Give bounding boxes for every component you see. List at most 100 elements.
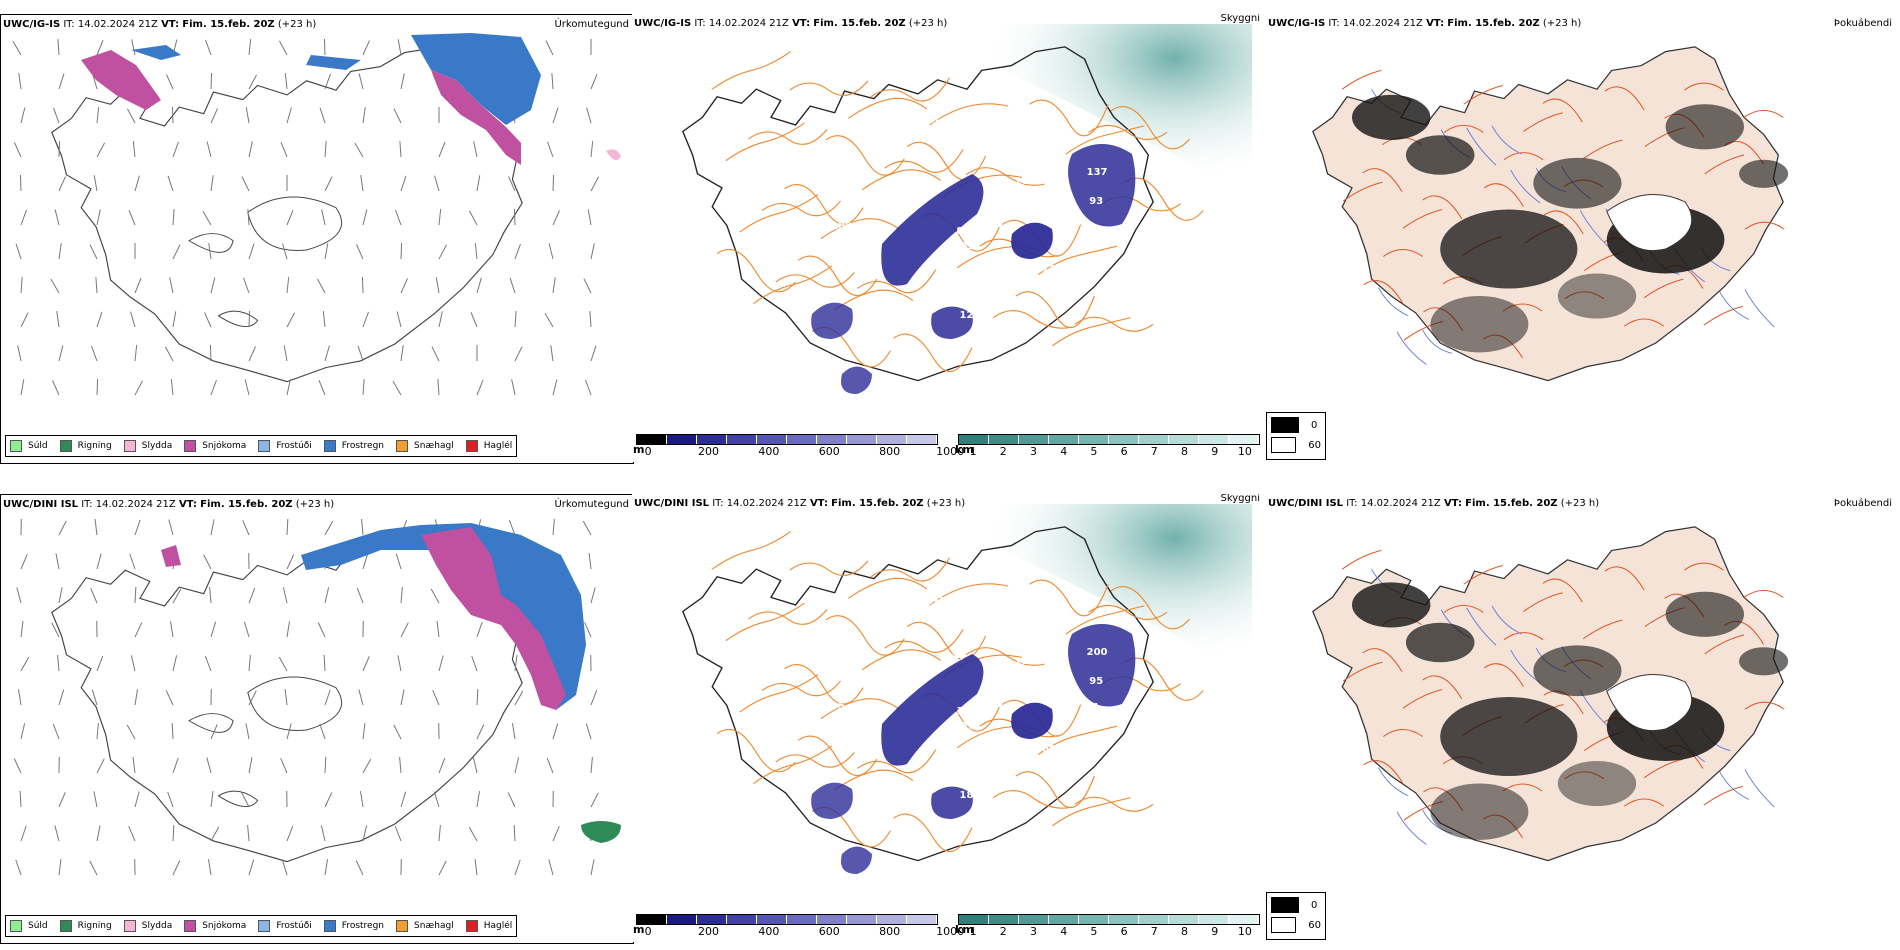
- wind-barb: [318, 379, 326, 396]
- field-label: Þokuábendi: [1833, 498, 1892, 509]
- wind-barb: [12, 40, 22, 56]
- init-time: IT: 14.02.2024 21Z: [81, 499, 176, 510]
- river: [1491, 125, 1522, 155]
- cloud-base-value: 127: [1020, 190, 1042, 202]
- wind-barb: [96, 107, 100, 124]
- wind-barb: [435, 277, 440, 294]
- road: [761, 680, 842, 697]
- colorbar-boxes: [636, 914, 938, 925]
- river: [1491, 605, 1522, 635]
- road: [906, 621, 987, 661]
- road: [753, 265, 833, 304]
- cloud-map-row2: [681, 504, 1252, 874]
- lead-time: (+23 h): [1560, 498, 1600, 509]
- wind-barb: [476, 379, 484, 396]
- road: [929, 583, 1009, 606]
- wind-barb: [210, 826, 220, 842]
- wind-barb: [317, 278, 326, 294]
- wind-barb: [317, 622, 326, 638]
- river: [1466, 607, 1497, 646]
- wind-barb: [584, 622, 592, 638]
- wind-barb: [324, 243, 329, 260]
- cloud-base-value: 95: [973, 113, 988, 125]
- wind-barb: [20, 656, 30, 672]
- cloud-base-value: 158: [997, 162, 1019, 174]
- road: [1342, 661, 1383, 682]
- legend-item: Slydda: [123, 920, 172, 932]
- cloud-base-value: 118: [1013, 745, 1035, 757]
- precip-panel-row2: UWC/DINI ISL IT: 14.02.2024 21Z VT: Fim.…: [0, 494, 634, 944]
- colorbar-swatch: [667, 915, 697, 924]
- coastline: [681, 46, 1154, 382]
- wind-barb: [590, 141, 594, 158]
- cloud-base-value: 114: [1013, 265, 1035, 277]
- fog-legend-label: 60: [1308, 439, 1321, 451]
- wind-barb: [321, 209, 326, 226]
- precip-type-legend: Súld Rigning Slydda Snjókoma Frostúði Frostre…: [5, 915, 518, 937]
- wind-barb: [286, 107, 292, 124]
- wind-barb: [248, 587, 256, 604]
- road: [789, 80, 869, 96]
- model-name: UWC/IG-IS: [3, 19, 61, 30]
- valid-time: Fim. 15.feb. 20Z: [1447, 18, 1540, 29]
- wind-barb: [131, 39, 136, 56]
- road: [834, 289, 914, 311]
- low-cloud-area: [811, 302, 853, 339]
- wind-barb: [322, 311, 326, 328]
- panel-title: UWC/IG-IS IT: 14.02.2024 21Z VT: Fim. 15…: [634, 18, 947, 29]
- lead-time: (+23 h): [1542, 18, 1582, 29]
- wind-barb: [324, 756, 327, 774]
- road: [1029, 579, 1109, 617]
- wind-barb: [509, 277, 516, 294]
- cloud-base-value: 137: [944, 651, 966, 663]
- legend-swatch: [184, 440, 197, 452]
- cloud-base-value: 20: [1104, 285, 1119, 297]
- wind-barb: [590, 345, 597, 362]
- wind-barb: [586, 107, 592, 124]
- colorbar-swatch: [1019, 915, 1049, 924]
- wind-barb: [169, 277, 174, 294]
- fog-legend-swatch: [1271, 917, 1297, 933]
- cloud-base-value: 209: [1020, 670, 1042, 682]
- road: [884, 629, 964, 653]
- wind-barb: [204, 655, 212, 672]
- wind-barb: [397, 39, 402, 56]
- wind-barb: [468, 826, 478, 842]
- wind-barb: [278, 656, 288, 672]
- road: [1074, 796, 1154, 812]
- wind-barb: [170, 379, 174, 396]
- wind-barb: [56, 311, 60, 328]
- wind-barb: [172, 141, 179, 158]
- wind-barb: [132, 757, 136, 774]
- cloud-base-value: 101: [1141, 255, 1163, 267]
- road: [906, 141, 987, 181]
- wind-barb: [547, 141, 554, 158]
- wind-barb: [393, 724, 402, 740]
- wind-barb: [127, 108, 136, 124]
- road: [1124, 177, 1204, 221]
- wind-barb: [438, 311, 443, 328]
- cloud-base-value: 89: [956, 225, 971, 237]
- wind-barb: [134, 175, 140, 192]
- fog-indicator-area: [1557, 760, 1637, 807]
- road: [1542, 98, 1583, 123]
- cloud-map-row1: [681, 24, 1252, 394]
- wind-barb: [514, 859, 521, 876]
- colorbar-tick: 8: [1181, 445, 1188, 458]
- wind-barb: [210, 621, 217, 638]
- cloud-base-value: 260: [990, 738, 1012, 750]
- legend-item: Haglél: [465, 920, 512, 932]
- road: [798, 255, 878, 296]
- road: [1582, 139, 1623, 160]
- valid-time: Fim. 15.feb. 20Z: [813, 18, 906, 29]
- wind-barb: [362, 723, 366, 740]
- snjokoma-area: [431, 70, 521, 165]
- wind-barb: [400, 242, 403, 260]
- wind-barb: [469, 210, 478, 226]
- colorbar-tick: 800: [879, 445, 901, 458]
- road: [1743, 589, 1784, 598]
- wind-barb: [392, 380, 402, 396]
- wind-barb: [134, 586, 137, 604]
- wind-barb: [283, 345, 288, 362]
- colorbar-swatch: [1109, 915, 1139, 924]
